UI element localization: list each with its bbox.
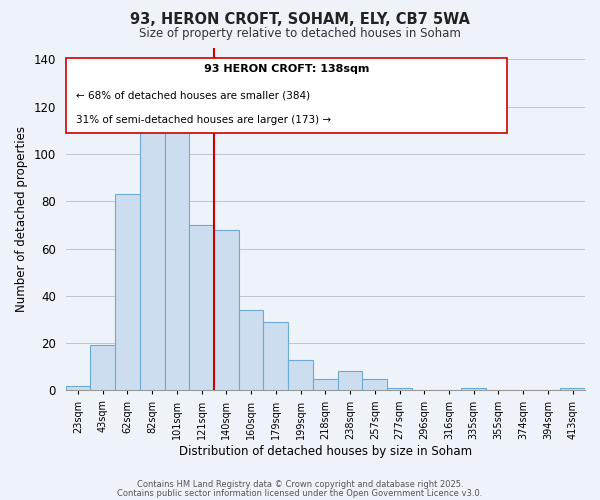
Bar [91, 346, 115, 391]
Bar [239, 310, 263, 390]
FancyBboxPatch shape [65, 58, 507, 133]
Bar [140, 128, 164, 390]
Text: ← 68% of detached houses are smaller (384): ← 68% of detached houses are smaller (38… [76, 90, 310, 101]
Bar [461, 388, 486, 390]
Bar [65, 386, 91, 390]
Text: 93, HERON CROFT, SOHAM, ELY, CB7 5WA: 93, HERON CROFT, SOHAM, ELY, CB7 5WA [130, 12, 470, 28]
Bar [288, 360, 313, 390]
Text: Size of property relative to detached houses in Soham: Size of property relative to detached ho… [139, 28, 461, 40]
Text: 93 HERON CROFT: 138sqm: 93 HERON CROFT: 138sqm [203, 64, 369, 74]
Bar [387, 388, 412, 390]
Bar [362, 378, 387, 390]
Bar [214, 230, 239, 390]
Text: Contains public sector information licensed under the Open Government Licence v3: Contains public sector information licen… [118, 488, 482, 498]
Bar [313, 378, 338, 390]
Bar [190, 225, 214, 390]
Y-axis label: Number of detached properties: Number of detached properties [15, 126, 28, 312]
Bar [164, 118, 190, 390]
Bar [263, 322, 288, 390]
Bar [560, 388, 585, 390]
Bar [115, 194, 140, 390]
Bar [338, 372, 362, 390]
X-axis label: Distribution of detached houses by size in Soham: Distribution of detached houses by size … [179, 444, 472, 458]
Text: 31% of semi-detached houses are larger (173) →: 31% of semi-detached houses are larger (… [76, 114, 331, 124]
Text: Contains HM Land Registry data © Crown copyright and database right 2025.: Contains HM Land Registry data © Crown c… [137, 480, 463, 489]
